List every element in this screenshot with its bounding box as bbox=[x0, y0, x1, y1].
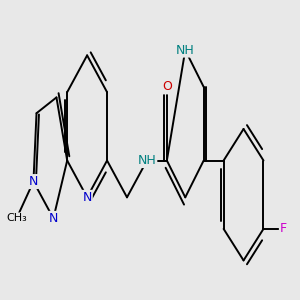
Text: NH: NH bbox=[138, 154, 156, 167]
Text: N: N bbox=[29, 175, 38, 188]
Text: CH₃: CH₃ bbox=[6, 213, 27, 224]
Text: NH: NH bbox=[176, 44, 195, 57]
Text: N: N bbox=[82, 191, 92, 204]
Text: O: O bbox=[162, 80, 172, 93]
Text: N: N bbox=[49, 212, 58, 225]
Text: F: F bbox=[280, 222, 287, 236]
